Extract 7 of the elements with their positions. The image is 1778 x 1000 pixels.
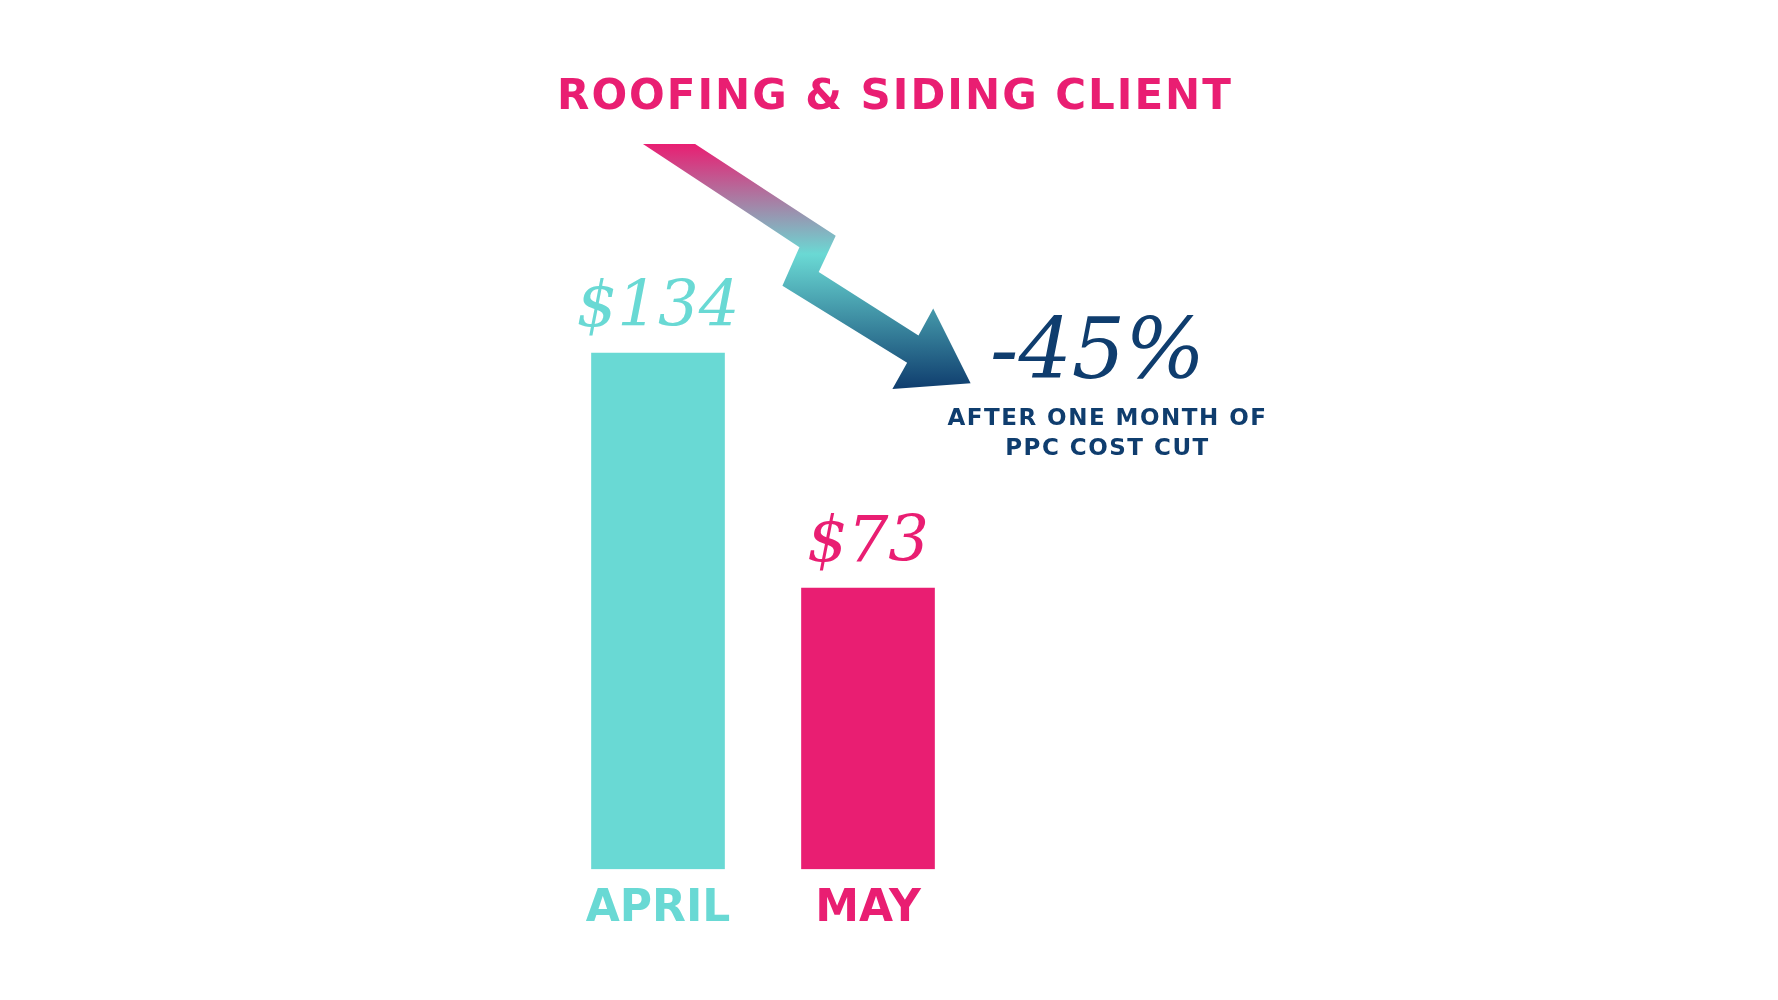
annotation: AFTER ONE MONTH OF PPC COST CUT <box>946 403 1269 462</box>
x-tick-label: MAY <box>815 880 922 932</box>
text: -45% <box>990 300 1206 398</box>
x-tick-label: APRIL <box>585 880 731 932</box>
data-label: $73 <box>806 501 930 576</box>
chart-title: ROOFING & SIDING CLIENT <box>556 70 1234 119</box>
data-label: $134 <box>576 266 740 341</box>
